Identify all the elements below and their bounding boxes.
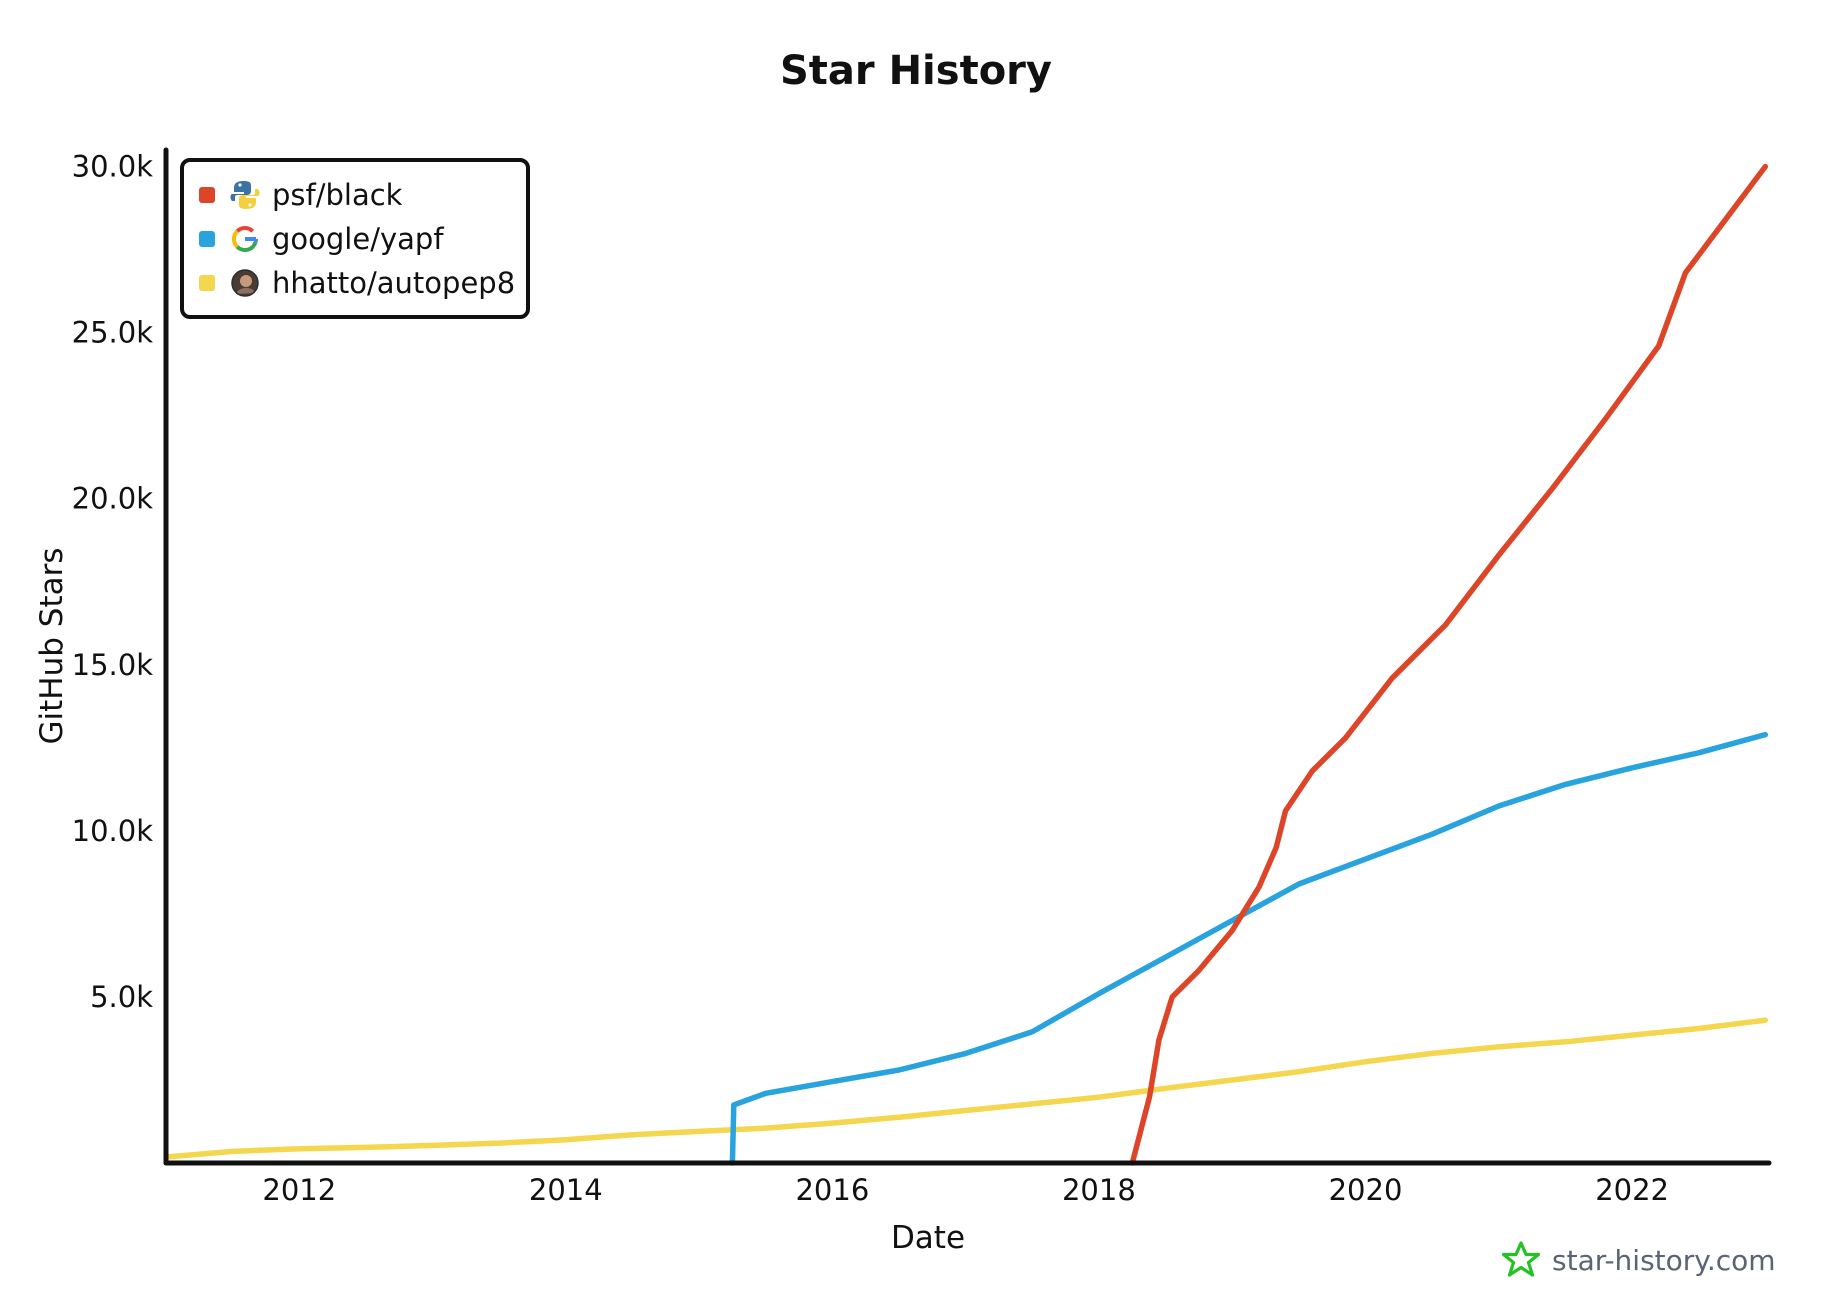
x-tick-label: 2020 <box>1329 1173 1403 1207</box>
y-tick-label: 10.0k <box>72 814 154 848</box>
x-tick-label: 2012 <box>262 1173 336 1207</box>
legend-item: google/yapf <box>199 222 444 256</box>
hhatto-avatar-icon <box>231 269 259 297</box>
legend-label: hhatto/autopep8 <box>272 266 515 300</box>
y-tick-label: 25.0k <box>72 316 154 350</box>
x-tick-labels: 2012 2014 2016 2018 2020 2022 <box>262 1173 1669 1207</box>
y-tick-label: 5.0k <box>90 980 153 1014</box>
y-tick-label: 20.0k <box>72 482 154 516</box>
series-line-1 <box>729 731 1769 1166</box>
legend-swatch <box>199 187 215 203</box>
legend-swatch <box>199 275 215 291</box>
watermark-text: star-history.com <box>1552 1244 1776 1277</box>
legend-swatch <box>199 231 215 247</box>
legend-item: psf/black <box>199 178 403 212</box>
x-tick-label: 2018 <box>1062 1173 1136 1207</box>
y-axis-title: GitHub Stars <box>34 547 70 744</box>
legend-item: hhatto/autopep8 <box>199 266 515 300</box>
legend: psf/black google/yapf hhatto/autopep8 <box>180 158 530 319</box>
y-tick-label: 30.0k <box>72 150 154 184</box>
google-logo-icon <box>232 226 258 252</box>
series-line-0 <box>1129 163 1769 1166</box>
chart-title: Star History <box>780 48 1052 94</box>
series-layer <box>166 163 1769 1166</box>
y-tick-labels: 5.0k 10.0k 15.0k 20.0k 25.0k 30.0k <box>72 150 154 1014</box>
x-axis-title: Date <box>891 1220 965 1256</box>
series-line-2 <box>166 1017 1769 1160</box>
watermark: star-history.com <box>1501 1241 1776 1277</box>
python-logo-icon <box>230 181 260 209</box>
x-tick-label: 2022 <box>1595 1173 1669 1207</box>
star-history-logo-icon <box>1501 1241 1541 1277</box>
legend-box <box>180 158 530 319</box>
y-tick-label: 15.0k <box>72 648 154 682</box>
legend-label: psf/black <box>272 178 403 212</box>
axes <box>163 147 1772 1166</box>
x-tick-label: 2014 <box>529 1173 603 1207</box>
legend-items: psf/black google/yapf hhatto/autopep8 <box>199 178 515 300</box>
legend-label: google/yapf <box>272 222 444 256</box>
x-tick-label: 2016 <box>795 1173 869 1207</box>
